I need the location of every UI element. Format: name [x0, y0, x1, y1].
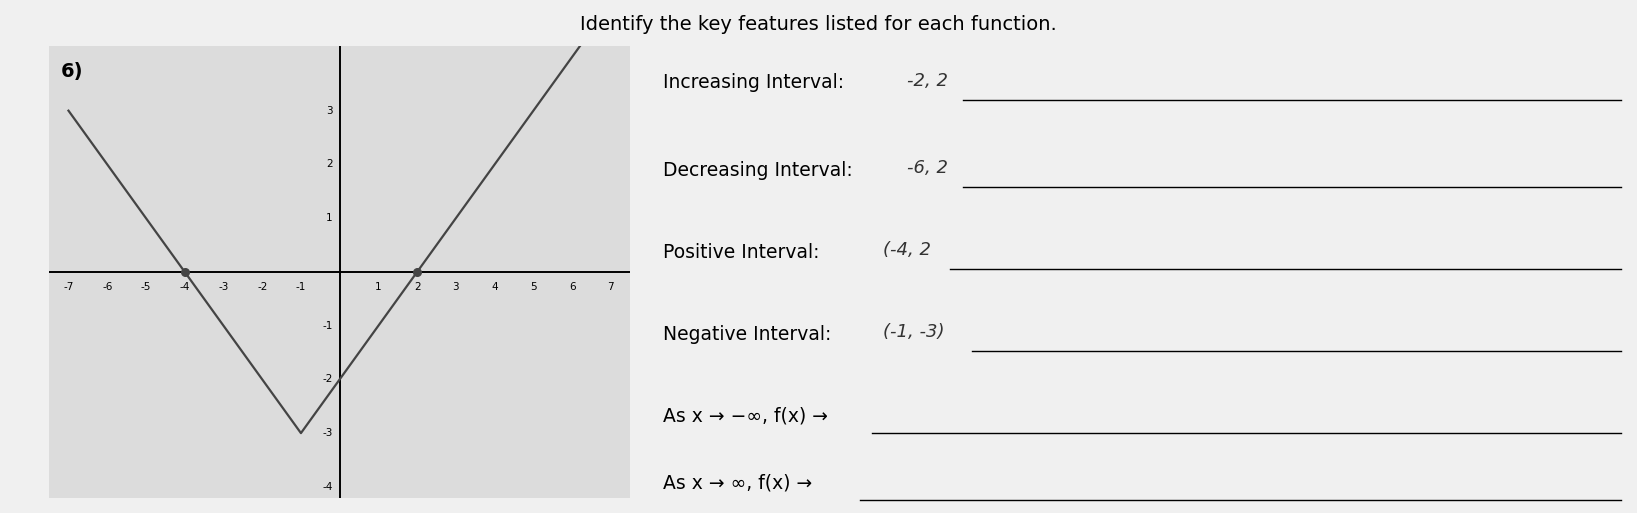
Text: -6: -6 [101, 282, 113, 291]
Text: 2: 2 [326, 160, 332, 169]
Text: 2: 2 [414, 282, 421, 291]
Text: As x → −∞, f(x) →: As x → −∞, f(x) → [663, 407, 828, 426]
Text: -4: -4 [180, 282, 190, 291]
Text: -4: -4 [322, 482, 332, 492]
Text: Negative Interval:: Negative Interval: [663, 325, 832, 344]
Text: Positive Interval:: Positive Interval: [663, 243, 820, 262]
Text: -1: -1 [296, 282, 306, 291]
Text: -2: -2 [322, 374, 332, 384]
Text: -2, 2: -2, 2 [907, 72, 948, 90]
Text: 6): 6) [61, 62, 83, 81]
Text: -5: -5 [141, 282, 151, 291]
Point [172, 268, 198, 276]
Text: -1: -1 [322, 321, 332, 331]
Text: -7: -7 [64, 282, 74, 291]
Text: (-4, 2: (-4, 2 [884, 241, 931, 259]
Text: (-1, -3): (-1, -3) [884, 323, 945, 341]
Text: -3: -3 [218, 282, 229, 291]
Text: Identify the key features listed for each function.: Identify the key features listed for eac… [579, 15, 1058, 34]
Point [404, 268, 431, 276]
Text: 3: 3 [452, 282, 460, 291]
Text: 3: 3 [326, 106, 332, 115]
Text: Decreasing Interval:: Decreasing Interval: [663, 161, 853, 180]
Text: 1: 1 [375, 282, 381, 291]
Text: -2: -2 [257, 282, 267, 291]
Text: 1: 1 [326, 213, 332, 223]
Text: As x → ∞, f(x) →: As x → ∞, f(x) → [663, 473, 812, 492]
Text: 6: 6 [568, 282, 576, 291]
Text: 7: 7 [607, 282, 614, 291]
Text: -6, 2: -6, 2 [907, 159, 948, 177]
Text: Increasing Interval:: Increasing Interval: [663, 73, 845, 92]
Text: 4: 4 [491, 282, 498, 291]
Text: -3: -3 [322, 428, 332, 438]
Text: 5: 5 [530, 282, 537, 291]
